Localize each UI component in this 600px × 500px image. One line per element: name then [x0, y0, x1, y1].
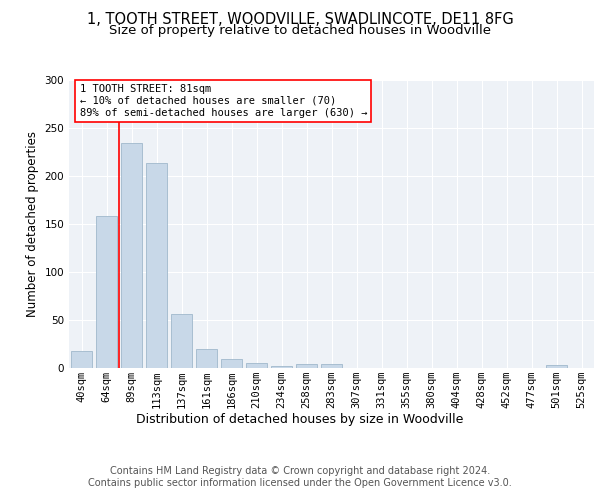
Y-axis label: Number of detached properties: Number of detached properties	[26, 130, 39, 317]
Bar	[246, 362, 267, 368]
Bar	[321, 364, 342, 368]
Bar	[146, 164, 167, 368]
Text: Size of property relative to detached houses in Woodville: Size of property relative to detached ho…	[109, 24, 491, 37]
Text: Contains public sector information licensed under the Open Government Licence v3: Contains public sector information licen…	[88, 478, 512, 488]
Text: 1, TOOTH STREET, WOODVILLE, SWADLINCOTE, DE11 8FG: 1, TOOTH STREET, WOODVILLE, SWADLINCOTE,…	[86, 12, 514, 28]
Bar	[546, 364, 567, 368]
Text: 1 TOOTH STREET: 81sqm
← 10% of detached houses are smaller (70)
89% of semi-deta: 1 TOOTH STREET: 81sqm ← 10% of detached …	[79, 84, 367, 117]
Text: Distribution of detached houses by size in Woodville: Distribution of detached houses by size …	[136, 412, 464, 426]
Bar	[271, 366, 292, 368]
Bar	[171, 314, 192, 368]
Bar	[96, 216, 117, 368]
Bar	[121, 143, 142, 368]
Bar	[221, 359, 242, 368]
Bar	[71, 351, 92, 368]
Bar	[196, 350, 217, 368]
Text: Contains HM Land Registry data © Crown copyright and database right 2024.: Contains HM Land Registry data © Crown c…	[110, 466, 490, 476]
Bar	[296, 364, 317, 368]
